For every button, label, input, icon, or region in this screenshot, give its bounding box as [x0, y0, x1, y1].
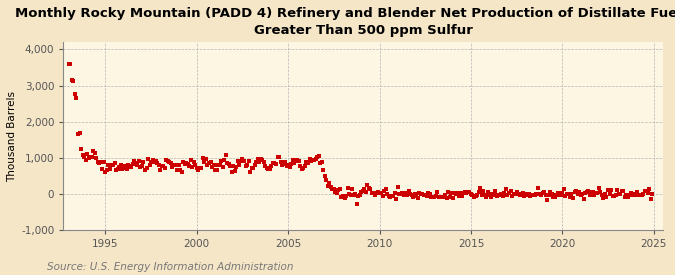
- Y-axis label: Thousand Barrels: Thousand Barrels: [7, 90, 17, 182]
- Text: Source: U.S. Energy Information Administration: Source: U.S. Energy Information Administ…: [47, 262, 294, 272]
- Title: Monthly Rocky Mountain (PADD 4) Refinery and Blender Net Production of Distillat: Monthly Rocky Mountain (PADD 4) Refinery…: [15, 7, 675, 37]
